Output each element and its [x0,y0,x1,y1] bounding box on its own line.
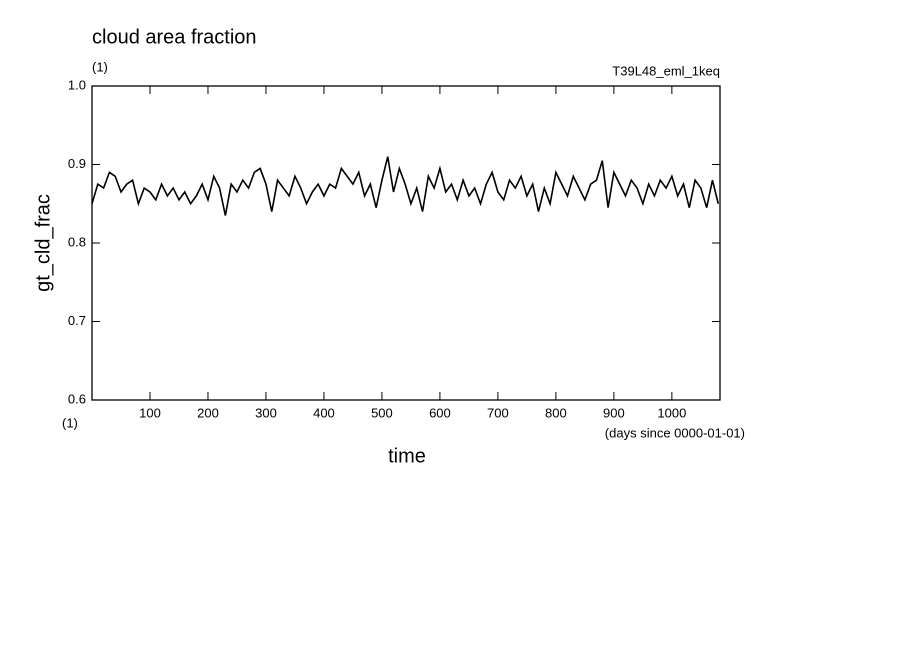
x-tick-label: 700 [487,405,509,420]
x-tick-label: 100 [139,405,161,420]
x-unit: (days since 0000-01-01) [605,425,745,440]
run-label: T39L48_eml_1keq [612,63,720,78]
y-tick-label: 0.9 [68,156,86,171]
y-tick-label: 1.0 [68,77,86,92]
y-tick-label: 0.6 [68,391,86,406]
x-tick-label: 300 [255,405,277,420]
data-line [91,156,720,216]
x-tick-label: 1000 [657,405,686,420]
x-tick-label: 800 [545,405,567,420]
x-tick-label: 200 [197,405,219,420]
x-axis-label: time [388,445,426,467]
x-tick-label: 600 [429,405,451,420]
chart-title: cloud area fraction [92,26,257,48]
plot-frame [91,85,721,401]
y-tick-label: 0.8 [68,234,86,249]
title-unit: (1) [92,59,108,74]
y-axis-label: gt_cld_frac [32,194,54,292]
x-tick-label: 400 [313,405,335,420]
x-tick-label: 500 [371,405,393,420]
y-tick-label: 0.7 [68,313,86,328]
x-tick-label: 900 [603,405,625,420]
y-unit: (1) [62,415,78,430]
